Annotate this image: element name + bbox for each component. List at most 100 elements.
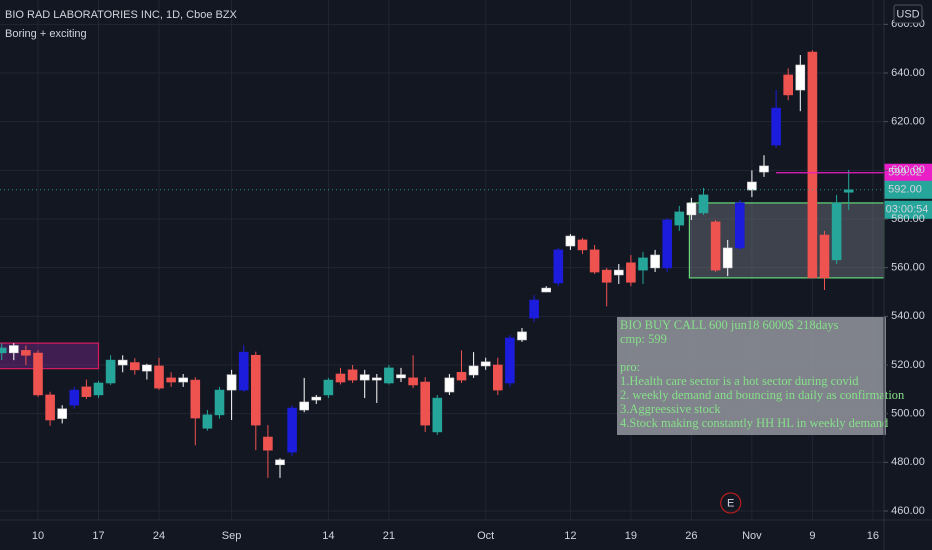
- candle-body: [178, 377, 188, 383]
- candle-body: [807, 51, 818, 279]
- candle-body: [226, 374, 237, 391]
- y-tick-label: 580.00: [891, 213, 925, 225]
- candle-body: [105, 359, 116, 384]
- candle-body: [783, 74, 794, 96]
- candle-body: [238, 351, 249, 391]
- candle-body: [81, 386, 92, 397]
- candle-body: [831, 202, 842, 261]
- earnings-label: E: [727, 497, 734, 509]
- y-tick-label: 600.00: [891, 164, 925, 176]
- candle-body: [420, 381, 431, 426]
- y-tick-label: 520.00: [891, 359, 925, 371]
- y-tick-label: 540.00: [891, 310, 925, 322]
- alert-label-box: [884, 163, 932, 182]
- candle-body: [45, 394, 55, 421]
- candle-body: [626, 262, 636, 283]
- candle-body: [263, 436, 273, 451]
- candle-body: [33, 352, 43, 396]
- candle-body: [347, 369, 358, 381]
- annotation-line: 1.Health care sector is a hot sector dur…: [620, 374, 859, 388]
- candle-body: [396, 374, 406, 379]
- candle-body: [674, 211, 685, 226]
- x-tick-label: 16: [867, 530, 879, 542]
- annotation-line: 2. weekly demand and bouncing in daily a…: [620, 388, 905, 402]
- candle-body: [432, 397, 443, 433]
- candle-body: [9, 345, 19, 354]
- candle-body: [613, 269, 624, 276]
- candle-body: [117, 359, 128, 366]
- x-tick-label: 12: [564, 530, 576, 542]
- candle-body: [492, 364, 503, 391]
- last-price-box: [884, 180, 932, 199]
- candle-body: [650, 254, 660, 269]
- y-tick-label: 460.00: [891, 505, 925, 517]
- y-tick-label: 560.00: [891, 262, 925, 274]
- y-tick-label: 640.00: [891, 67, 925, 79]
- x-tick-label: Oct: [477, 530, 494, 542]
- overlay: 599.02 592.00 03:00:54 BIO BUY CALL 600 jun…: [0, 163, 932, 514]
- candle-body: [21, 350, 31, 356]
- candle-body: [589, 249, 600, 273]
- candle-body: [722, 247, 733, 269]
- candle-body: [795, 64, 806, 91]
- candle-body: [299, 401, 310, 411]
- annotation-line: 3.Aggreessive stock: [620, 402, 721, 416]
- candle-body: [759, 165, 769, 173]
- candle-body: [565, 235, 576, 247]
- candle-body: [408, 377, 418, 386]
- annotation-line: 4.Stock making constantly HH HL in weekl…: [620, 416, 889, 430]
- zones: [0, 202, 885, 370]
- candle-body: [130, 362, 140, 371]
- candles: [0, 50, 854, 478]
- candle-body: [686, 202, 697, 216]
- candle-body: [166, 377, 176, 383]
- x-tick-label: 17: [92, 530, 104, 542]
- candle-body: [275, 459, 285, 466]
- candle-body: [251, 354, 261, 426]
- y-tick-label: 500.00: [891, 408, 925, 420]
- y-tick-label: 480.00: [891, 456, 925, 468]
- candle-body: [69, 389, 80, 406]
- countdown-box: [884, 200, 932, 219]
- candle-body: [371, 377, 382, 381]
- annotation-line: pro:: [620, 360, 640, 374]
- alert-label: 599.02: [888, 167, 922, 179]
- candle-body: [384, 367, 394, 384]
- annotation-line: cmp: 599: [620, 332, 667, 346]
- candle-body: [577, 239, 588, 251]
- last-price-label: 592.00: [888, 184, 922, 196]
- chart-subtitle: Boring + exciting: [5, 28, 87, 40]
- x-tick-label: 10: [32, 530, 44, 542]
- candle-body: [142, 364, 152, 372]
- y-tick-label: 620.00: [891, 116, 925, 128]
- candle-body: [468, 365, 479, 376]
- annotation-box: [617, 317, 886, 435]
- x-tick-label: 9: [809, 530, 815, 542]
- x-tick-label: 21: [383, 530, 395, 542]
- annotation-line: BIO BUY CALL 600 jun18 6000$ 218days: [620, 318, 839, 332]
- candle-body: [505, 337, 515, 384]
- candle-body: [698, 194, 709, 214]
- candle-body: [323, 379, 334, 396]
- candle-body: [710, 221, 721, 271]
- candle-body: [335, 373, 346, 383]
- countdown-label: 03:00:54: [886, 204, 929, 216]
- chart-title: BIO RAD LABORATORIES INC, 1D, Cboe BZX: [5, 9, 238, 21]
- candle-body: [359, 374, 370, 381]
- candle-body: [638, 257, 648, 271]
- candle-body: [771, 107, 781, 146]
- candle-body: [287, 407, 297, 453]
- currency-box[interactable]: [893, 4, 923, 24]
- candle-body: [601, 269, 612, 283]
- candle-body: [444, 377, 455, 393]
- candle-body: [734, 202, 745, 249]
- earnings-marker: [720, 492, 742, 514]
- candle-body: [819, 234, 830, 279]
- currency-label[interactable]: USD: [896, 8, 919, 20]
- zone: [688, 202, 885, 279]
- candle-body: [517, 331, 527, 341]
- candle-body: [0, 347, 7, 354]
- candle-body: [747, 181, 757, 191]
